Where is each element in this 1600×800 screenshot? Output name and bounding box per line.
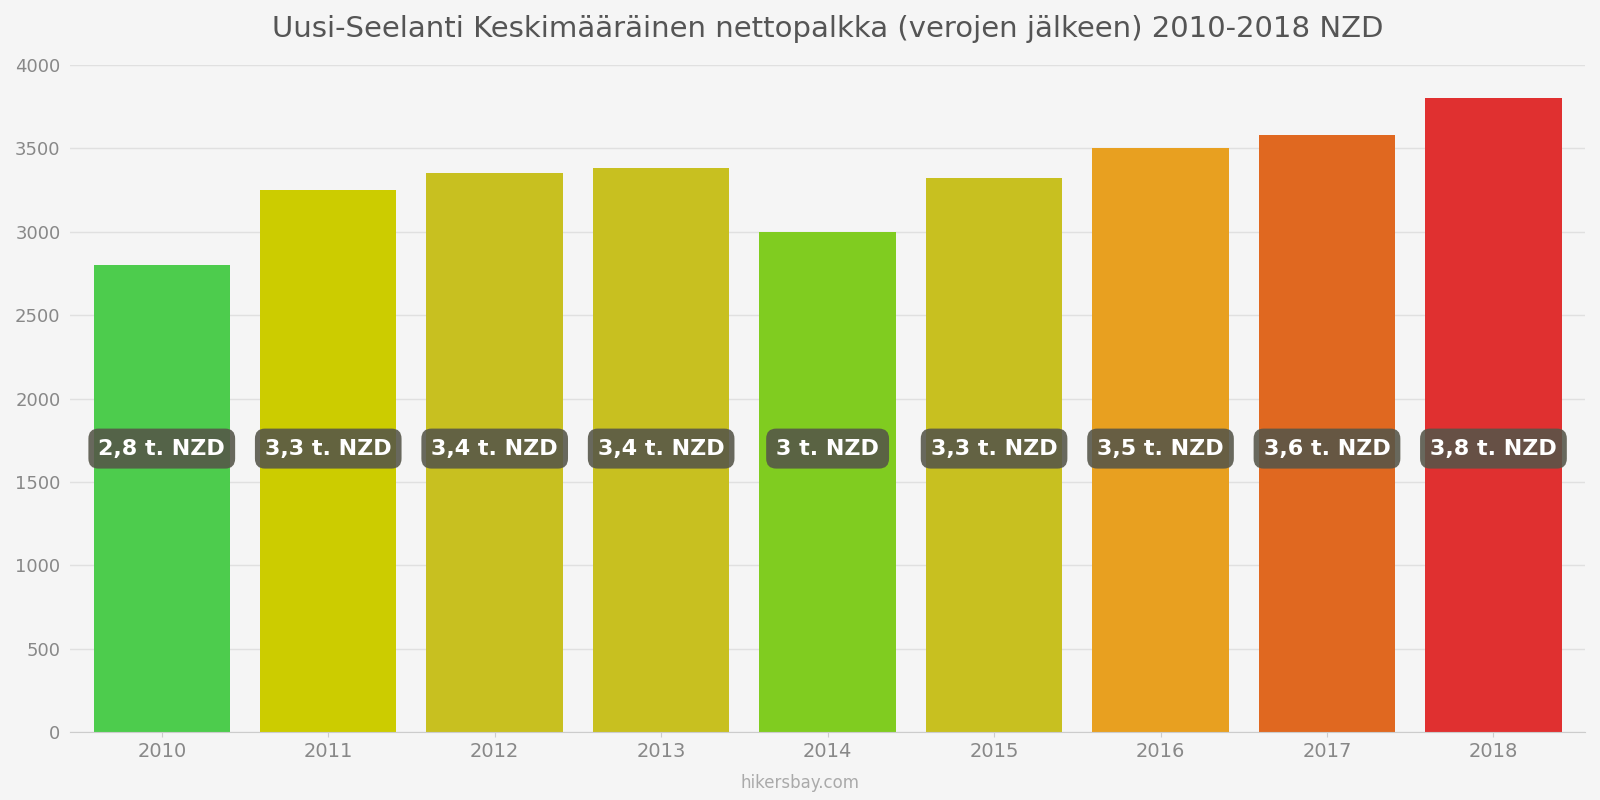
Bar	[1426, 98, 1562, 732]
Text: 3,4 t. NZD: 3,4 t. NZD	[598, 438, 725, 458]
Bar	[926, 178, 1062, 732]
Text: 3,4 t. NZD: 3,4 t. NZD	[432, 438, 558, 458]
Title: Uusi-Seelanti Keskimääräinen nettopalkka (verojen jälkeen) 2010-2018 NZD: Uusi-Seelanti Keskimääräinen nettopalkka…	[272, 15, 1384, 43]
Bar	[427, 174, 563, 732]
Bar	[594, 168, 730, 732]
Text: 3,3 t. NZD: 3,3 t. NZD	[266, 438, 392, 458]
Text: 3,6 t. NZD: 3,6 t. NZD	[1264, 438, 1390, 458]
Text: 3,8 t. NZD: 3,8 t. NZD	[1430, 438, 1557, 458]
Bar	[760, 232, 896, 732]
Text: hikersbay.com: hikersbay.com	[741, 774, 859, 792]
Bar	[1093, 148, 1229, 732]
Text: 3,5 t. NZD: 3,5 t. NZD	[1098, 438, 1224, 458]
Bar	[93, 265, 230, 732]
Text: 3 t. NZD: 3 t. NZD	[776, 438, 878, 458]
Text: 3,3 t. NZD: 3,3 t. NZD	[931, 438, 1058, 458]
Bar	[259, 190, 397, 732]
Text: 2,8 t. NZD: 2,8 t. NZD	[98, 438, 226, 458]
Bar	[1259, 135, 1395, 732]
